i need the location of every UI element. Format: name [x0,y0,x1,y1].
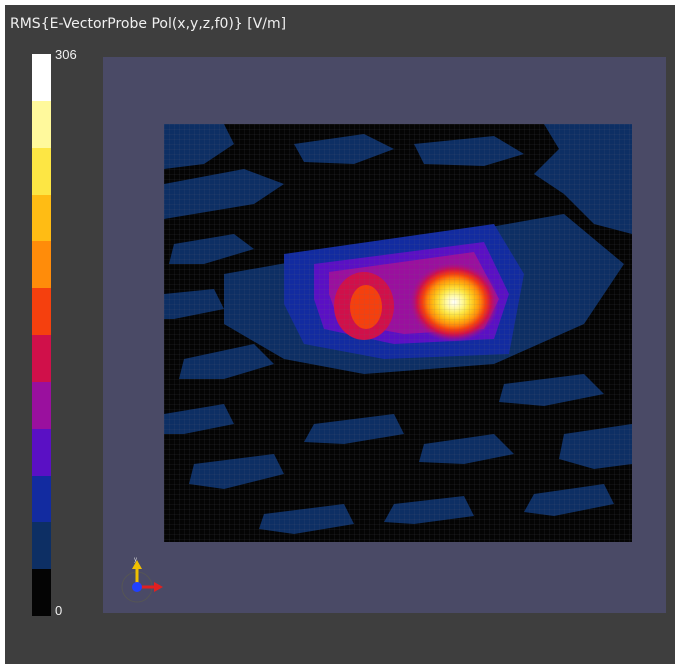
color-legend-segment [32,100,51,149]
color-legend-segment [32,428,51,476]
color-legend-bar [32,54,51,617]
color-legend-segment [32,522,51,570]
color-legend-segment [32,241,51,289]
color-legend-min-label: 0 [55,603,63,618]
color-legend-segment [32,147,51,195]
color-legend-segment [32,381,51,430]
color-legend-segment [32,194,51,242]
mesh-grid [164,124,632,542]
color-legend-segment [32,335,51,383]
color-legend-max-label: 306 [55,47,77,62]
color-legend-segment [32,54,51,102]
svg-text:y: y [134,557,137,563]
color-legend-segment [32,569,51,617]
color-legend-segment [32,288,51,336]
axes-triad-icon[interactable]: y [120,557,170,603]
field-distribution-plot[interactable] [164,124,632,542]
field-quantity-title: RMS{E-VectorProbe Pol(x,y,z,f0)} [V/m] [10,16,287,32]
color-legend-segment [32,475,51,523]
